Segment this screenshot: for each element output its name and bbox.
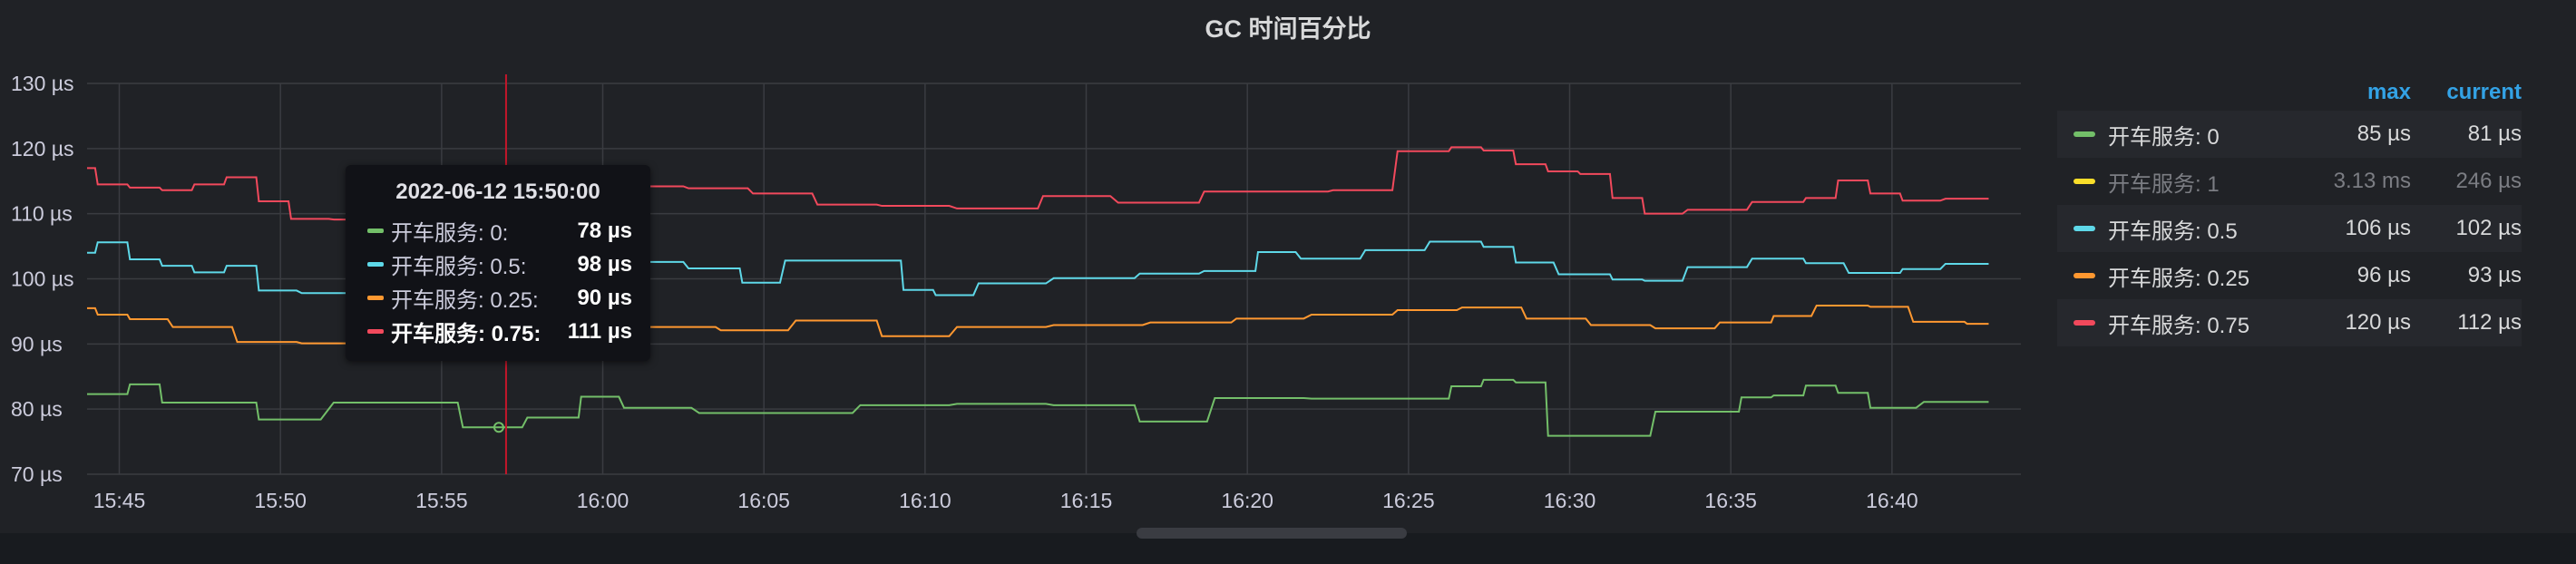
- hover-tooltip: 2022-06-12 15:50:00 开车服务: 0: 78 µs 开车服务:…: [346, 165, 650, 361]
- legend-item-name[interactable]: 开车服务: 0.75: [2108, 313, 2250, 338]
- legend-table: max current 开车服务: 0 85 µs 81 µs 开车服务: 1 …: [2057, 74, 2522, 346]
- series-line: [87, 146, 1989, 221]
- legend-header-max[interactable]: max: [2366, 80, 2411, 104]
- y-tick-label: 80 µs: [11, 397, 63, 421]
- x-tick-label: 16:05: [737, 489, 790, 512]
- hover-point: [493, 422, 504, 433]
- legend-item[interactable]: 开车服务: 0 85 µs 81 µs: [2057, 111, 2522, 158]
- x-tick-label: 16:10: [899, 489, 951, 512]
- tooltip-row: 开车服务: 0: 78 µs: [346, 214, 650, 248]
- legend-header-current[interactable]: current: [2446, 80, 2522, 104]
- tooltip-series-value: 98 µs: [577, 251, 632, 277]
- x-tick-label: 15:45: [93, 489, 146, 512]
- tooltip-series-name: 开车服务: 0.5:: [391, 255, 527, 279]
- tooltip-row: 开车服务: 0.25: 90 µs: [346, 281, 650, 315]
- y-tick-label: 120 µs: [11, 137, 74, 160]
- legend-item[interactable]: 开车服务: 0.5 106 µs 102 µs: [2057, 205, 2522, 252]
- legend-item-max: 85 µs: [2356, 122, 2411, 146]
- x-tick-label: 16:25: [1382, 489, 1435, 512]
- x-tick-label: 15:50: [254, 489, 307, 512]
- legend-item-max: 120 µs: [2345, 310, 2411, 335]
- y-tick-label: 90 µs: [11, 332, 63, 355]
- tooltip-series-value: 90 µs: [577, 285, 632, 310]
- legend-item-current: 246 µs: [2455, 169, 2522, 193]
- series-color-swatch[interactable]: [2073, 131, 2095, 137]
- tooltip-series-swatch: [367, 296, 384, 300]
- legend-item-current: 102 µs: [2455, 216, 2522, 240]
- legend-item-current: 93 µs: [2467, 263, 2522, 287]
- x-tick-label: 16:35: [1704, 489, 1757, 512]
- series-line: [87, 304, 1989, 345]
- legend-item[interactable]: 开车服务: 1 3.13 ms 246 µs: [2057, 158, 2522, 205]
- tooltip-series-value: 78 µs: [577, 218, 632, 243]
- legend-item-max: 106 µs: [2345, 216, 2411, 240]
- x-tick-label: 15:55: [415, 489, 468, 512]
- y-tick-label: 130 µs: [11, 72, 74, 95]
- legend-item-max: 96 µs: [2356, 263, 2411, 287]
- x-tick-label: 16:00: [577, 489, 629, 512]
- legend-item-current: 112 µs: [2457, 310, 2522, 335]
- tooltip-series-swatch: [367, 262, 384, 267]
- graph-panel: GC 时间百分比 70 µs 80 µs 90 µs 100 µs 110 µs 120 …: [11, 15, 2522, 512]
- tooltip-series-swatch: [367, 229, 384, 233]
- tooltip-series-name: 开车服务: 0.75:: [391, 322, 542, 346]
- x-tick-label: 16:30: [1544, 489, 1596, 512]
- tooltip-row-highlighted: 开车服务: 0.75: 111 µs: [346, 315, 650, 348]
- series-color-swatch[interactable]: [2073, 273, 2095, 278]
- series-color-swatch[interactable]: [2073, 179, 2095, 184]
- tooltip-series-value: 111 µs: [567, 318, 632, 344]
- legend-item-current: 81 µs: [2467, 122, 2522, 146]
- series-line: [87, 378, 1989, 437]
- legend-item[interactable]: 开车服务: 0.25 96 µs 93 µs: [2057, 252, 2522, 299]
- legend-item-max: 3.13 ms: [2333, 169, 2411, 193]
- legend-item[interactable]: 开车服务: 0.75 120 µs 112 µs: [2057, 299, 2522, 346]
- legend-header: max current: [2057, 74, 2522, 111]
- y-tick-label: 100 µs: [11, 267, 74, 291]
- legend-item-name[interactable]: 开车服务: 0.25: [2108, 266, 2250, 291]
- series-line: [87, 240, 1989, 297]
- tooltip-series-name: 开车服务: 0.25:: [391, 288, 539, 313]
- series-color-swatch[interactable]: [2073, 320, 2095, 326]
- panel-title[interactable]: GC 时间百分比: [1205, 15, 1371, 43]
- tooltip-time: 2022-06-12 15:50:00: [395, 180, 600, 204]
- x-tick-label: 16:15: [1060, 489, 1113, 512]
- legend-item-name[interactable]: 开车服务: 0.5: [2108, 219, 2238, 244]
- scrollbar-thumb[interactable]: [1137, 528, 1407, 539]
- y-tick-label: 110 µs: [11, 202, 73, 226]
- series-color-swatch[interactable]: [2073, 226, 2095, 231]
- y-tick-label: 70 µs: [11, 462, 63, 486]
- tooltip-series-name: 开车服务: 0:: [391, 221, 509, 246]
- x-tick-label: 16:40: [1866, 489, 1918, 512]
- x-tick-label: 16:20: [1221, 489, 1273, 512]
- tooltip-series-swatch: [367, 329, 384, 334]
- tooltip-row: 开车服务: 0.5: 98 µs: [346, 248, 650, 281]
- legend-item-name[interactable]: 开车服务: 0: [2108, 124, 2220, 150]
- legend-item-name[interactable]: 开车服务: 1: [2108, 171, 2220, 197]
